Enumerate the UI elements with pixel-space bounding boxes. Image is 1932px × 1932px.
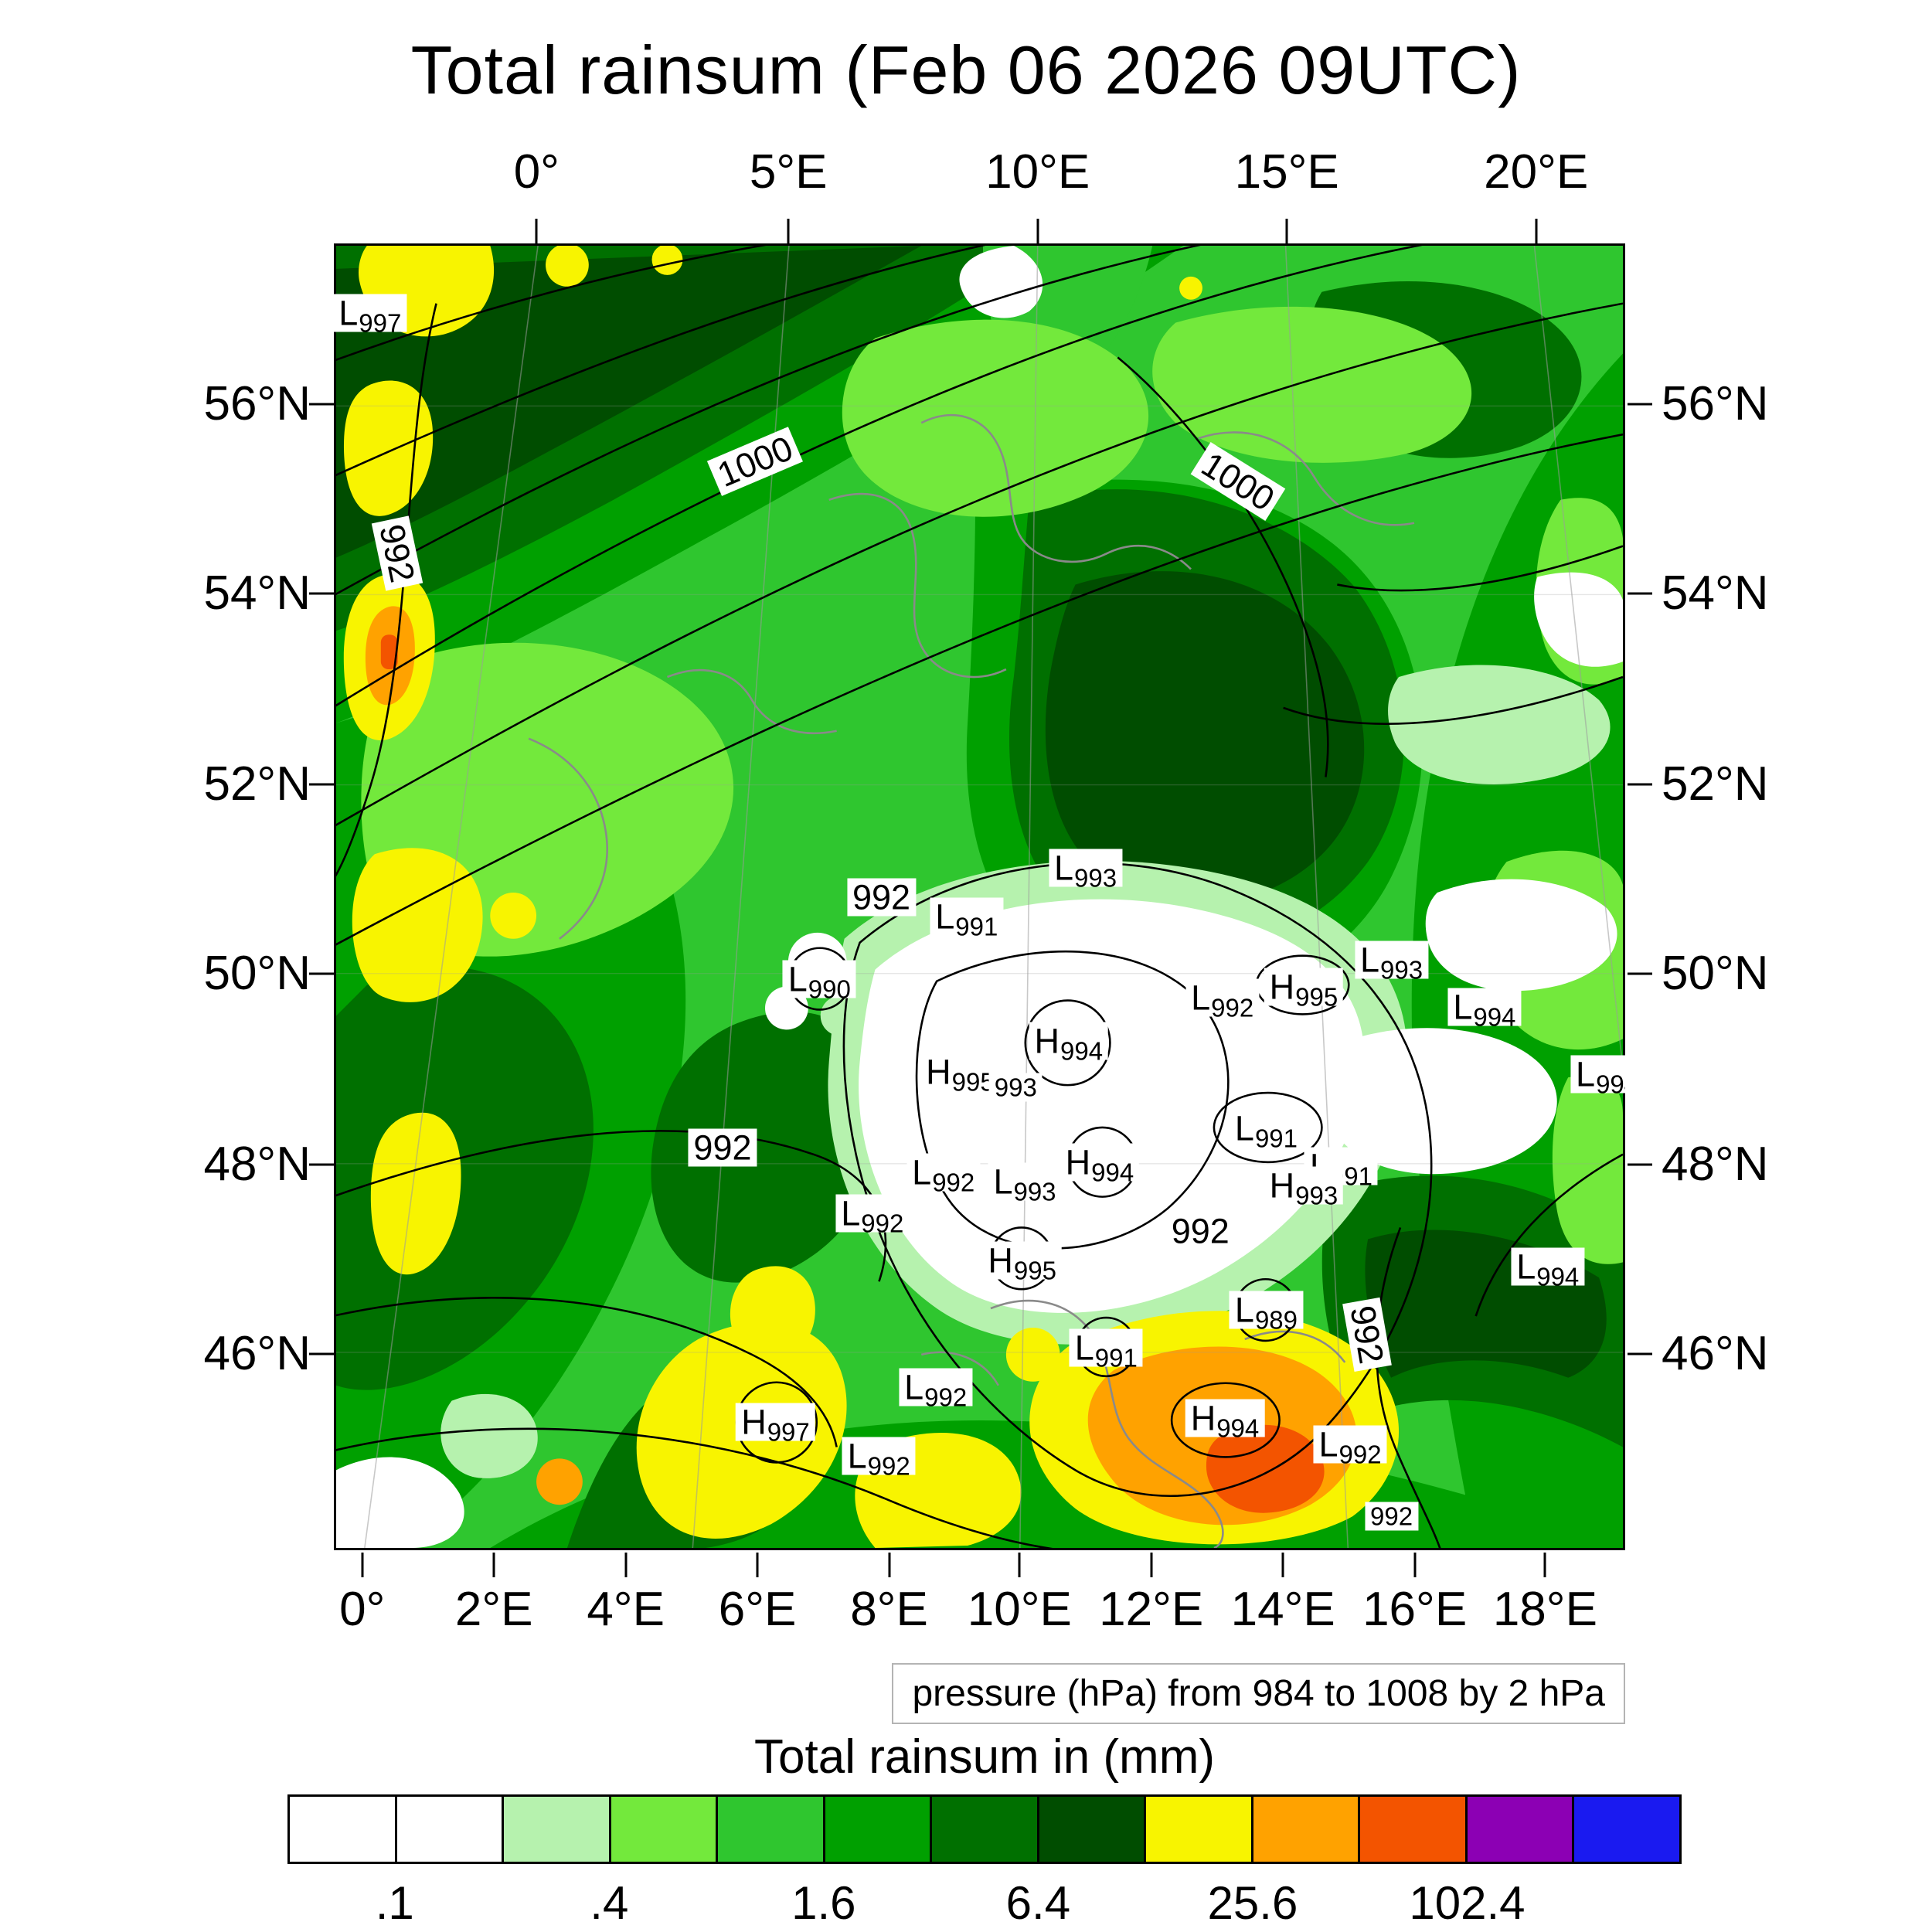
tick-mark: [309, 592, 334, 595]
axis-tick-label: 48°N: [1662, 1138, 1769, 1192]
right-axis-ticks: [1628, 243, 1652, 1550]
axis-tick-label: 5°E: [749, 145, 828, 199]
left-axis-labels: 56°N 54°N 52°N 50°N 48°N 46°N: [108, 243, 311, 1550]
colorbar-labels: .1 .4 1.6 6.4 25.6 102.4: [287, 1876, 1682, 1930]
axis-tick-label: 8°E: [850, 1583, 928, 1636]
axis-tick-label: 54°N: [1662, 566, 1769, 621]
tick-mark: [309, 1352, 334, 1355]
colorbar-cell: [1253, 1797, 1361, 1862]
coastlines: [528, 413, 1415, 1548]
tick-mark: [1535, 219, 1538, 243]
tick-mark: [1413, 1553, 1417, 1577]
left-axis-ticks: [309, 243, 334, 1550]
tick-mark: [1285, 219, 1288, 243]
colorbar-cell: [611, 1797, 719, 1862]
axis-tick-label: 10°E: [985, 145, 1090, 199]
axis-tick-label: 56°N: [1662, 376, 1769, 430]
axis-tick-label: 46°N: [203, 1327, 311, 1381]
axis-tick-label: 50°N: [203, 947, 311, 1001]
tick-mark: [624, 1553, 628, 1577]
tick-mark: [1628, 972, 1652, 975]
axis-tick-label: 54°N: [203, 566, 311, 621]
tick-mark: [1628, 592, 1652, 595]
colorbar-tick-label: 1.6: [791, 1877, 856, 1929]
tick-mark: [1281, 1553, 1284, 1577]
tick-mark: [1036, 219, 1039, 243]
colorbar-cell: [396, 1797, 505, 1862]
axis-tick-label: 10°E: [967, 1583, 1072, 1636]
axis-tick-label: 16°E: [1362, 1583, 1468, 1636]
tick-mark: [1150, 1553, 1153, 1577]
tick-mark: [787, 219, 790, 243]
colorbar: [287, 1794, 1682, 1864]
axis-tick-label: 0°: [513, 145, 560, 199]
colorbar-cell: [932, 1797, 1039, 1862]
axis-tick-label: 6°E: [718, 1583, 797, 1636]
tick-mark: [756, 1553, 759, 1577]
tick-mark: [1628, 783, 1652, 786]
colorbar-cell: [1039, 1797, 1147, 1862]
tick-mark: [309, 1163, 334, 1166]
colorbar-cell: [718, 1797, 825, 1862]
top-axis-ticks: [334, 219, 1625, 243]
axis-tick-label: 56°N: [203, 376, 311, 430]
tick-mark: [309, 403, 334, 406]
tick-mark: [1628, 403, 1652, 406]
colorbar-tick-label: .4: [590, 1877, 629, 1929]
tick-mark: [888, 1553, 891, 1577]
colorbar-title: Total rainsum in (mm): [754, 1730, 1215, 1784]
colorbar-tick-label: 25.6: [1207, 1877, 1298, 1929]
tick-mark: [1628, 1163, 1652, 1166]
axis-tick-label: 2°E: [454, 1583, 533, 1636]
axis-tick-label: 12°E: [1099, 1583, 1204, 1636]
tick-mark: [309, 972, 334, 975]
top-axis-labels: 0° 5°E 10°E 15°E 20°E: [334, 148, 1625, 202]
tick-mark: [535, 219, 538, 243]
axis-tick-label: 14°E: [1230, 1583, 1335, 1636]
axis-tick-label: 15°E: [1234, 145, 1339, 199]
bottom-axis-ticks: [334, 1553, 1625, 1577]
chart-title: Total rainsum (Feb 06 2026 09UTC): [410, 32, 1522, 108]
isobars: [336, 246, 1623, 1548]
tick-mark: [361, 1553, 364, 1577]
axis-tick-label: 4°E: [587, 1583, 665, 1636]
colorbar-cell: [1467, 1797, 1575, 1862]
axis-tick-label: 52°N: [203, 757, 311, 811]
colorbar-tick-label: 102.4: [1409, 1877, 1526, 1929]
map-frame: [334, 243, 1625, 1550]
axis-tick-label: 48°N: [203, 1138, 311, 1192]
colorbar-cell: [1574, 1797, 1679, 1862]
colorbar-tick-label: 6.4: [1005, 1877, 1071, 1929]
colorbar-cell: [1360, 1797, 1468, 1862]
axis-tick-label: 18°E: [1492, 1583, 1597, 1636]
colorbar-tick-label: .1: [375, 1877, 414, 1929]
axis-tick-label: 0°: [339, 1583, 386, 1636]
axis-tick-label: 50°N: [1662, 947, 1769, 1001]
tick-mark: [1628, 1352, 1652, 1355]
axis-tick-label: 20°E: [1484, 145, 1589, 199]
precipitation-map: [336, 246, 1623, 1548]
pressure-note: pressure (hPa) from 984 to 1008 by 2 hPa: [892, 1663, 1625, 1724]
tick-mark: [309, 783, 334, 786]
colorbar-cell: [290, 1797, 397, 1862]
right-axis-labels: 56°N 54°N 52°N 50°N 48°N 46°N: [1662, 243, 1864, 1550]
colorbar-cell: [504, 1797, 611, 1862]
colorbar-cell: [825, 1797, 933, 1862]
tick-mark: [1018, 1553, 1021, 1577]
bottom-axis-labels: 0° 2°E 4°E 6°E 8°E 10°E 12°E 14°E 16°E 18°E: [334, 1586, 1625, 1640]
axis-tick-label: 52°N: [1662, 757, 1769, 811]
axis-tick-label: 46°N: [1662, 1327, 1769, 1381]
colorbar-cell: [1146, 1797, 1253, 1862]
tick-mark: [1543, 1553, 1546, 1577]
tick-mark: [492, 1553, 495, 1577]
